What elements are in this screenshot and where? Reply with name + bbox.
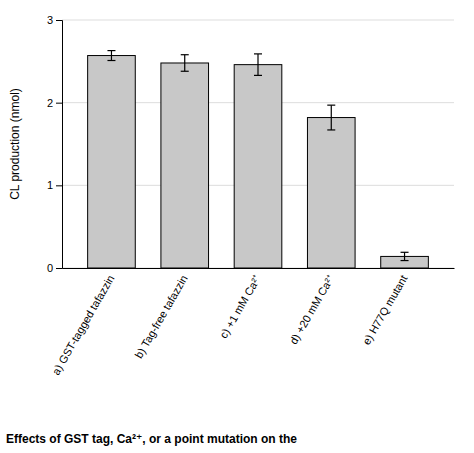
error-bar — [401, 252, 409, 260]
error-bar-line — [404, 252, 405, 260]
y-tick-mark — [56, 185, 62, 186]
error-bar-cap — [254, 75, 262, 76]
chart: 0 1 2 3 a) GST-tagged tafazzin b) Tag-free ta… — [0, 0, 474, 453]
bar — [88, 56, 136, 268]
grid — [62, 20, 454, 268]
x-axis-line — [63, 268, 455, 269]
x-tick-label: a) GST-tagged tafazzin — [50, 273, 117, 377]
y-axis-title: CL production (nmol) — [8, 88, 22, 200]
x-tick: a) GST-tagged tafazzin — [50, 273, 117, 377]
x-tick-label: c) +1 mM Ca²⁺ — [217, 273, 263, 340]
x-tick: e) H77Q mutant — [360, 273, 410, 347]
y-tick-mark — [56, 268, 62, 269]
y-tick-label: 3 — [47, 14, 53, 26]
marks — [88, 51, 429, 268]
x-axis: a) GST-tagged tafazzin b) Tag-free tafazz… — [50, 269, 455, 377]
y-axis-line — [56, 21, 63, 269]
error-bar-cap — [327, 129, 335, 130]
error-bar-cap — [401, 260, 409, 261]
error-bar-line — [184, 55, 185, 72]
x-tick-label: e) H77Q mutant — [360, 273, 410, 347]
y-axis: 0 1 2 3 — [47, 14, 63, 274]
grid-line — [62, 20, 454, 21]
error-bar-line — [111, 51, 112, 61]
y-tick-label: 1 — [47, 179, 53, 191]
error-bar-cap — [107, 50, 115, 51]
error-bar — [254, 54, 262, 75]
plot: 0 1 2 3 a) GST-tagged tafazzin b) Tag-free ta… — [47, 14, 455, 377]
error-bar-line — [257, 54, 258, 75]
error-bar — [181, 55, 189, 72]
y-tick-label: 2 — [47, 97, 53, 109]
x-tick-label: b) Tag-free tafazzin — [132, 273, 189, 360]
x-tick: c) +1 mM Ca²⁺ — [217, 273, 263, 340]
y-tick: 2 — [47, 97, 62, 109]
error-bar — [327, 105, 335, 130]
error-bar-cap — [401, 252, 409, 253]
y-tick: 0 — [47, 262, 62, 274]
x-tick: d) +20 mM Ca²⁺ — [287, 273, 336, 346]
error-bar-cap — [107, 60, 115, 61]
y-tick-label: 0 — [47, 262, 53, 274]
error-bar-cap — [181, 54, 189, 55]
x-tick-label: d) +20 mM Ca²⁺ — [287, 273, 336, 346]
error-bar-cap — [254, 53, 262, 54]
error-bar-cap — [181, 71, 189, 72]
error-bar-cap — [327, 105, 335, 106]
error-bar — [107, 51, 115, 61]
x-tick: b) Tag-free tafazzin — [132, 273, 189, 360]
error-bar-line — [331, 105, 332, 130]
bar — [161, 63, 209, 268]
y-tick: 1 — [47, 179, 62, 191]
bar — [307, 118, 355, 268]
caption: Effects of GST tag, Ca²⁺, or a point mut… — [6, 432, 297, 446]
bar — [234, 65, 282, 268]
y-tick-mark — [56, 103, 62, 104]
y-tick: 3 — [47, 14, 62, 26]
y-tick-mark — [56, 20, 62, 21]
